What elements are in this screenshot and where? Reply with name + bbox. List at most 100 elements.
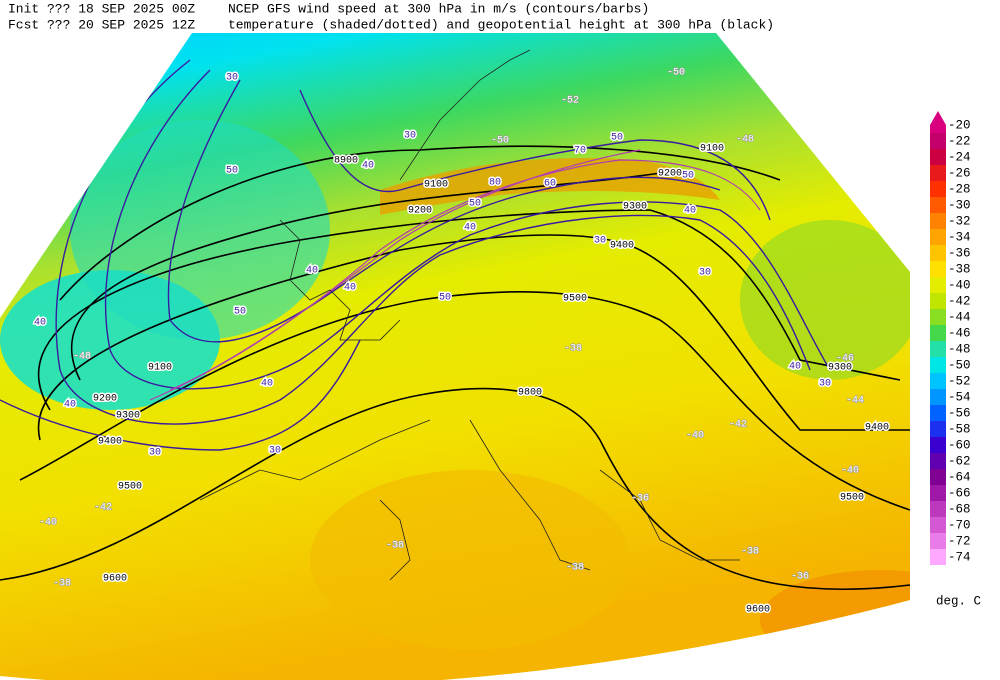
- colorbar-label: -54: [948, 390, 971, 404]
- wind-speed-label: 30: [269, 446, 281, 457]
- wind-speed-label: 50: [226, 166, 238, 177]
- title-line: temperature (shaded/dotted) and geopoten…: [228, 17, 774, 32]
- temperature-label: -38: [566, 563, 584, 574]
- wind-speed-label: 30: [404, 131, 416, 142]
- height-label: 9600: [103, 574, 127, 585]
- colorbar-box: [930, 229, 946, 245]
- temperature-label: -48: [736, 135, 754, 146]
- colorbar-unit: deg. C: [936, 594, 981, 608]
- wind-speed-label: 50: [611, 133, 623, 144]
- height-label: 9200: [408, 206, 432, 217]
- colorbar-label: -22: [948, 134, 971, 148]
- colorbar-label: -62: [948, 454, 971, 468]
- wind-speed-label: 50: [439, 293, 451, 304]
- wind-speed-label: 40: [64, 400, 76, 411]
- colorbar-label: -50: [948, 358, 971, 372]
- wind-speed-label: 30: [226, 73, 238, 84]
- height-label: 8900: [334, 156, 358, 167]
- colorbar-label: -40: [948, 278, 971, 292]
- temperature-label: -42: [94, 503, 112, 514]
- temperature-label: -42: [729, 420, 747, 431]
- colorbar-label: -36: [948, 246, 971, 260]
- colorbar-label: -60: [948, 438, 971, 452]
- height-label: 9300: [828, 363, 852, 374]
- height-label: 9800: [518, 388, 542, 399]
- colorbar-label: -46: [948, 326, 971, 340]
- height-label: 9200: [93, 394, 117, 405]
- temperature-label: -40: [841, 466, 859, 477]
- wind-speed-label: 30: [819, 379, 831, 390]
- colorbar-arrow: [930, 111, 946, 125]
- temperature-area: [740, 220, 910, 380]
- wind-speed-label: 40: [789, 362, 801, 373]
- wind-speed-label: 40: [306, 266, 318, 277]
- temperature-label: -50: [491, 136, 509, 147]
- colorbar-box: [930, 437, 946, 453]
- colorbar-box: [930, 549, 946, 565]
- wind-speed-label: 60: [544, 179, 556, 190]
- wind-speed-label: 30: [594, 236, 606, 247]
- colorbar-label: -66: [948, 486, 971, 500]
- colorbar-box: [930, 405, 946, 421]
- colorbar-box: [930, 245, 946, 261]
- temperature-label: -46: [836, 354, 854, 365]
- colorbar-label: -56: [948, 406, 971, 420]
- colorbar-box: [930, 357, 946, 373]
- height-label: 9300: [116, 411, 140, 422]
- temperature-label: -50: [667, 68, 685, 79]
- wind-speed-label: 40: [34, 318, 46, 329]
- colorbar-label: -74: [948, 550, 971, 564]
- colorbar-box: [930, 373, 946, 389]
- colorbar-box: [930, 125, 946, 133]
- colorbar-box: [930, 165, 946, 181]
- colorbar-label: -48: [948, 342, 971, 356]
- temperature-contours: [149, 149, 761, 401]
- wind-speed-label: 40: [362, 161, 374, 172]
- temperature-label: -40: [686, 431, 704, 442]
- temperature-label: -38: [386, 541, 404, 552]
- temperature-label: -38: [564, 344, 582, 355]
- temperature-label: -48: [73, 352, 91, 363]
- colorbar-label: -64: [948, 470, 971, 484]
- colorbar-box: [930, 341, 946, 357]
- colorbar-box: [930, 277, 946, 293]
- height-label: 9500: [118, 482, 142, 493]
- colorbar-label: -44: [948, 310, 971, 324]
- colorbar-label: -52: [948, 374, 971, 388]
- warm-area: [760, 570, 910, 670]
- colorbar-label: -42: [948, 294, 971, 308]
- title-line: NCEP GFS wind speed at 300 hPa in m/s (c…: [228, 1, 649, 16]
- temperature-label: -52: [561, 96, 579, 107]
- forecast-time: Fcst ??? 20 SEP 2025 12Z: [8, 17, 195, 32]
- colorbar-box: [930, 197, 946, 213]
- colorbar-label: -28: [948, 182, 971, 196]
- temperature-label: -38: [53, 579, 71, 590]
- colorbar-box: [930, 213, 946, 229]
- colorbar-box: [930, 325, 946, 341]
- colorbar-label: -24: [948, 150, 971, 164]
- height-label: 9100: [424, 180, 448, 191]
- wind-speed-label: 40: [261, 379, 273, 390]
- colorbar-label: -30: [948, 198, 971, 212]
- wind-speed-label: 30: [699, 268, 711, 279]
- colorbar-label: -58: [948, 422, 971, 436]
- height-label: 9100: [700, 144, 724, 155]
- height-label: 9200: [658, 169, 682, 180]
- init-time: Init ??? 18 SEP 2025 00Z: [8, 1, 195, 16]
- temperature-label: -40: [39, 518, 57, 529]
- height-label: 9500: [840, 493, 864, 504]
- colorbar-box: [930, 181, 946, 197]
- colorbar-label: -34: [948, 230, 971, 244]
- wind-speed-label: 40: [684, 206, 696, 217]
- colorbar-box: [930, 501, 946, 517]
- temperature-label: -36: [791, 572, 809, 583]
- height-label: 9500: [563, 294, 587, 305]
- colorbar-box: [930, 309, 946, 325]
- coastlines: [199, 49, 740, 581]
- wind-speed-label: 50: [234, 307, 246, 318]
- colorbar-box: [930, 149, 946, 165]
- colorbar-box: [930, 485, 946, 501]
- wind-speed-label: 40: [344, 283, 356, 294]
